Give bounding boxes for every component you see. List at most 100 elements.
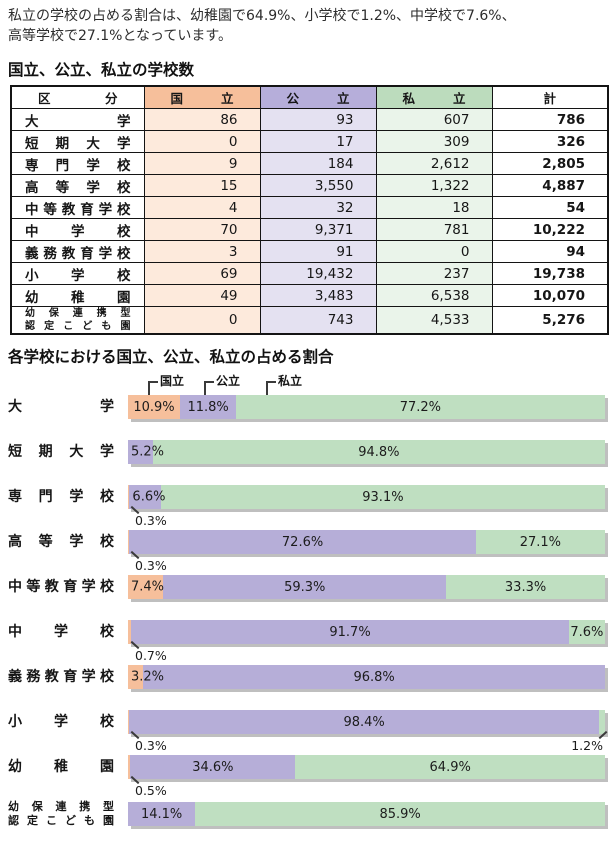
segment-value-label: 3.2%: [131, 669, 165, 685]
row-label: 大学: [10, 108, 145, 132]
bar-segment-national: [128, 755, 131, 780]
bar-segment-private: 85.9%: [195, 802, 605, 827]
stacked-bar: 0.7% 91.7% 7.6%: [128, 620, 605, 662]
legend-label: 国立: [160, 374, 185, 389]
callout-value-label: 0.3%: [135, 558, 167, 574]
cell-value: 326: [491, 130, 609, 154]
table-header-row: 区分 国立 公立 私立計: [10, 85, 609, 110]
cell-value: 69: [143, 262, 261, 286]
bar-segment-national: [128, 530, 130, 555]
table-row: 短期大学 0 17 309 326: [10, 130, 609, 154]
bar-segment-public: 6.6%: [129, 485, 165, 510]
chart-row: 専門学校 0.3% 6.6% 93.1%: [8, 485, 605, 527]
legend-item-private: 私立: [266, 374, 303, 396]
stacked-bar: 10.9% 11.8% 77.2%: [128, 395, 605, 420]
cell-value: 3,483: [259, 284, 377, 308]
chart-row: 中等教育学校 7.4% 59.3% 33.3%: [8, 575, 605, 600]
column-header: 公立: [259, 85, 377, 110]
cell-value: 4,533: [375, 306, 493, 335]
cell-value: 19,432: [259, 262, 377, 286]
cell-value: 781: [375, 218, 493, 242]
segment-value-label: 27.1%: [519, 534, 561, 550]
legend-item-public: 公立: [204, 375, 240, 396]
segment-value-label: 5.2%: [131, 444, 165, 460]
chart-row-label: 短期大学: [8, 443, 114, 460]
segment-value-label: 59.3%: [284, 579, 326, 595]
cell-value: 6,538: [375, 284, 493, 308]
table-row: 高等学校 15 3,550 1,322 4,887: [10, 174, 609, 198]
bar-segment-national: 7.4%: [128, 575, 164, 600]
callout-value-label: 0.5%: [135, 783, 167, 799]
school-count-table: 区分 国立 公立 私立計 大学 86 93 607 786 短期大学 0 17 309 326 専門学校 9…: [10, 85, 609, 336]
cell-value: 49: [143, 284, 261, 308]
cell-value: 9,371: [259, 218, 377, 242]
chart-row-label: 中等教育学校: [8, 578, 114, 595]
chart-row-label: 小学校: [8, 713, 114, 730]
intro-line-1: 私立の学校の占める割合は、幼稚園で64.9%、小学校で1.2%、中学校で7.6%…: [8, 8, 516, 24]
bar-segment-national: 10.9%: [128, 395, 180, 420]
chart-title: 各学校における国立、公立、私立の占める割合: [8, 348, 334, 367]
callout-value-label: 0.7%: [135, 648, 167, 664]
cell-value: 19,738: [491, 262, 609, 286]
bar-segment-public: 96.8%: [143, 665, 605, 690]
segment-value-label: 7.6%: [570, 624, 604, 640]
bar-segment-private: 94.8%: [152, 440, 605, 465]
stacked-bar: 14.1% 85.9%: [128, 802, 605, 827]
row-label: 小学校: [10, 262, 145, 286]
bar-segment-private: 77.2%: [236, 395, 605, 420]
bar-segment-national: [128, 485, 130, 510]
segment-value-label: 72.6%: [281, 534, 324, 550]
column-header: 計: [491, 85, 609, 110]
cell-value: 15: [143, 174, 261, 198]
stacked-bar: 7.4% 59.3% 33.3%: [128, 575, 605, 600]
segment-value-label: 96.8%: [353, 669, 395, 685]
segment-value-label: 64.9%: [429, 759, 471, 775]
bar-segment-public: 11.8%: [179, 395, 237, 420]
cell-value: 17: [259, 130, 377, 154]
cell-value: 18: [375, 196, 493, 220]
segment-value-label: 85.9%: [379, 806, 421, 822]
bar-segment-private: 7.6%: [568, 620, 605, 645]
cell-value: 5,276: [491, 306, 609, 335]
cell-value: 2,612: [375, 152, 493, 176]
cell-value: 93: [259, 108, 377, 132]
row-label: 幼保連携型 認定こども園: [10, 306, 145, 335]
cell-value: 743: [259, 306, 377, 335]
table-row: 専門学校 9 184 2,612 2,805: [10, 152, 609, 176]
bar-segment-public: 98.4%: [129, 710, 599, 735]
legend-item-national: 国立: [148, 374, 185, 396]
cell-value: 9: [143, 152, 261, 176]
bar-segment-national: [128, 710, 130, 735]
segment-value-label: 94.8%: [358, 444, 400, 460]
stacked-bar: 3.2% 96.8%: [128, 665, 605, 690]
table-row: 幼保連携型 認定こども園 0 743 4,533 5,276: [10, 306, 609, 335]
cell-value: 10,070: [491, 284, 609, 308]
legend-label: 私立: [278, 374, 303, 389]
table-row: 大学 86 93 607 786: [10, 108, 609, 132]
column-header: 国立: [143, 85, 261, 110]
chart-row: 義務教育学校 3.2% 96.8%: [8, 665, 605, 690]
bar-segment-private: [598, 710, 605, 735]
legend-connector-line: [266, 381, 276, 396]
legend-connector-line: [204, 381, 214, 396]
stacked-bar: 0.5% 34.6% 64.9%: [128, 755, 605, 797]
stacked-bar-chart: 国立 公立 私立 大学 10.9% 11.8% 77.2% 短期大学 5.2% 94.8% 専門学…: [8, 374, 605, 828]
cell-value: 2,805: [491, 152, 609, 176]
table-row: 中学校 70 9,371 781 10,222: [10, 218, 609, 242]
chart-row-label: 中学校: [8, 623, 114, 640]
chart-legend: 国立 公立 私立: [128, 374, 605, 396]
cell-value: 3,550: [259, 174, 377, 198]
chart-row: 幼稚園 0.5% 34.6% 64.9%: [8, 755, 605, 797]
segment-value-label: 11.8%: [187, 399, 229, 415]
bar-segment-private: 27.1%: [475, 530, 605, 555]
row-label: 短期大学: [10, 130, 145, 154]
cell-value: 184: [259, 152, 377, 176]
chart-row: 短期大学 5.2% 94.8%: [8, 440, 605, 465]
cell-value: 10,222: [491, 218, 609, 242]
bar-segment-public: 34.6%: [130, 755, 296, 780]
callout-value-label: 1.2%: [571, 738, 603, 754]
segment-value-label: 77.2%: [399, 399, 442, 415]
cell-value: 0: [375, 240, 493, 264]
bar-segment-public: 91.7%: [131, 620, 569, 645]
stacked-bar: 5.2% 94.8%: [128, 440, 605, 465]
